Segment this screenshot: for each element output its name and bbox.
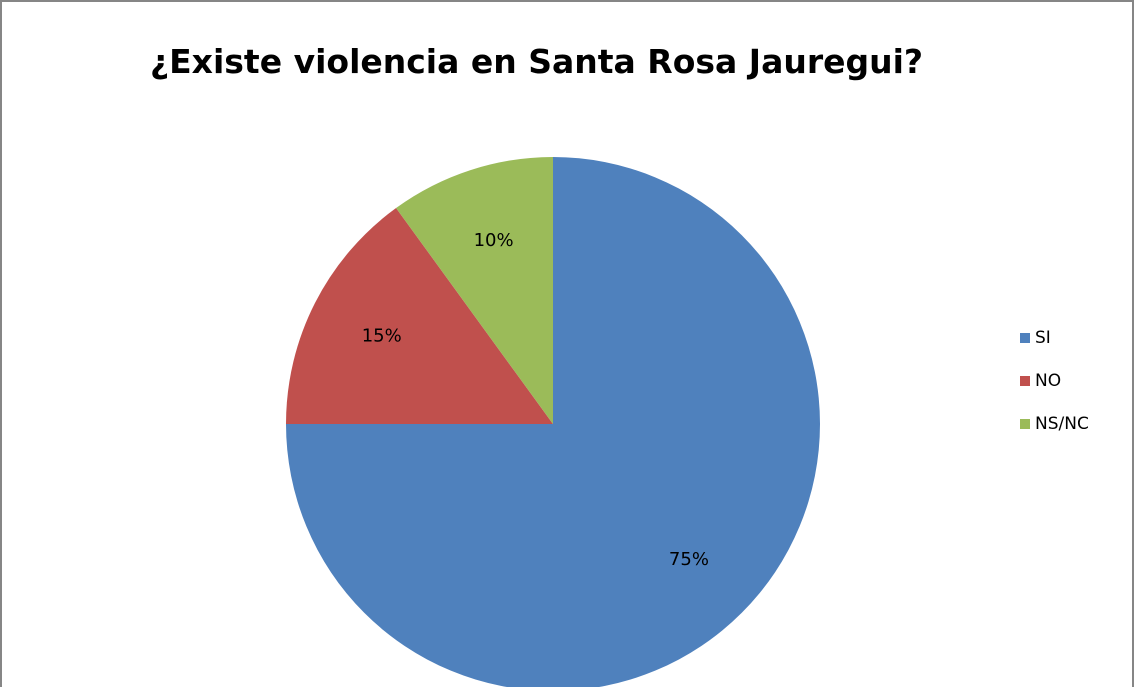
chart-title: ¿Existe violencia en Santa Rosa Jauregui… — [150, 42, 924, 81]
chart-legend: SI NO NS/NC — [1020, 327, 1089, 456]
legend-swatch — [1020, 419, 1030, 429]
data-label-no: 15% — [362, 326, 402, 347]
legend-label: NO — [1035, 371, 1062, 391]
legend-label: SI — [1035, 328, 1051, 348]
pie-slice-no — [286, 207, 553, 424]
data-label-si: 75% — [669, 549, 709, 570]
legend-item-no: NO — [1020, 370, 1089, 392]
legend-item-si: SI — [1020, 327, 1089, 349]
pie-slice-ns-nc — [396, 157, 553, 424]
legend-swatch — [1020, 376, 1030, 386]
legend-label: NS/NC — [1035, 414, 1089, 434]
legend-swatch — [1020, 333, 1030, 343]
legend-item-ns-nc: NS/NC — [1020, 413, 1089, 435]
data-label-ns-nc: 10% — [474, 230, 514, 251]
